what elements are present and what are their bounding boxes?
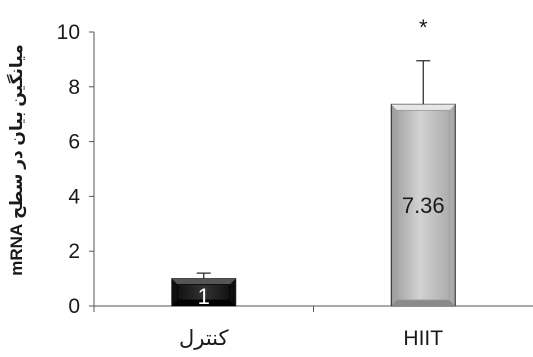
y-tick-label: 6: [68, 131, 80, 154]
bar-bevel-top: [171, 278, 236, 285]
x-category-label: HIIT: [403, 327, 443, 350]
y-tick-label: 8: [68, 76, 80, 99]
bar-face: [396, 109, 450, 301]
y-tick-label: 2: [68, 240, 80, 263]
bar-1: [390, 103, 456, 307]
bar-bevel-bottom: [171, 300, 236, 306]
y-tick-label: 10: [57, 21, 80, 44]
bar-data-label: 7.36: [402, 193, 445, 218]
bar-face: [177, 284, 231, 301]
bar-body: [390, 103, 456, 307]
y-axis-title: میانگین بیان در سطح mRNA: [6, 44, 27, 275]
bar-bevel-top: [391, 104, 456, 111]
bar-data-label: 1: [198, 284, 210, 309]
significance-marker: *: [419, 15, 428, 40]
bar-bevel-bottom: [391, 300, 456, 306]
x-category-label: کنترل: [179, 327, 229, 350]
y-tick-label: 4: [68, 185, 80, 208]
y-tick-label: 0: [68, 295, 80, 318]
